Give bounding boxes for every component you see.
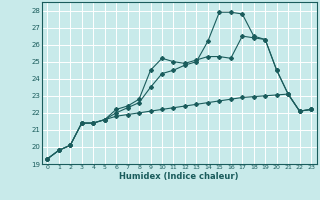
X-axis label: Humidex (Indice chaleur): Humidex (Indice chaleur) xyxy=(119,172,239,181)
